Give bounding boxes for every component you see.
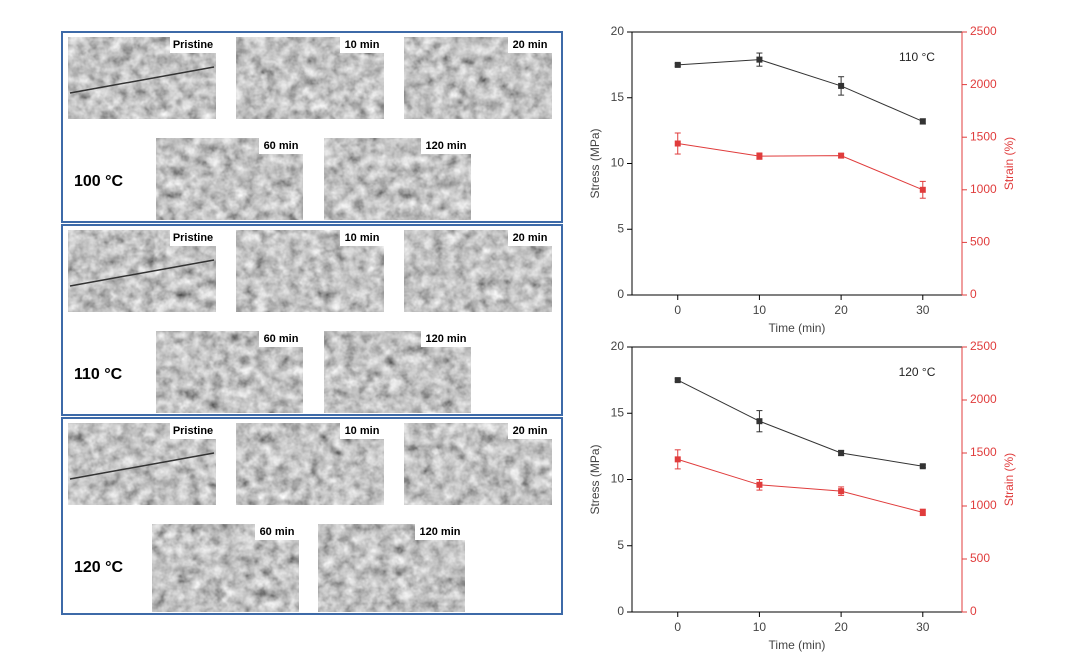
scratch-line bbox=[69, 452, 215, 480]
marker bbox=[838, 82, 845, 89]
panel-frame bbox=[61, 31, 563, 223]
marker bbox=[674, 140, 681, 147]
label-bg bbox=[421, 138, 471, 154]
y2-tick-label: 1500 bbox=[970, 129, 997, 143]
y2-tick-label: 1000 bbox=[970, 182, 997, 196]
marker bbox=[756, 481, 763, 488]
marker bbox=[674, 61, 681, 68]
marker bbox=[756, 418, 763, 425]
marker bbox=[919, 118, 926, 125]
label-bg bbox=[255, 524, 299, 540]
y2-axis-label: Strain (%) bbox=[1002, 453, 1016, 506]
image-label: Pristine bbox=[173, 425, 213, 437]
annotation: 110 °C bbox=[899, 50, 935, 64]
image-label: 120 min bbox=[426, 140, 467, 152]
y2-tick-label: 500 bbox=[970, 235, 990, 249]
image-label: 10 min bbox=[345, 232, 380, 244]
series-line bbox=[677, 143, 923, 191]
image-label: 120 min bbox=[420, 526, 461, 538]
temperature-label: 100 °C bbox=[74, 173, 124, 190]
marker bbox=[674, 456, 681, 463]
x-tick-label: 0 bbox=[674, 303, 681, 317]
y2-tick-label: 1500 bbox=[970, 445, 997, 459]
y2-tick-label: 0 bbox=[970, 604, 977, 618]
image-label: 10 min bbox=[345, 425, 380, 437]
y-tick-label: 20 bbox=[611, 24, 625, 38]
y-tick-label: 10 bbox=[611, 156, 625, 170]
label-bg bbox=[259, 138, 303, 154]
y-tick-label: 15 bbox=[611, 90, 625, 104]
y-tick-label: 0 bbox=[617, 604, 624, 618]
image-label: 60 min bbox=[264, 333, 299, 345]
y-axis-label: Stress (MPa) bbox=[588, 444, 602, 514]
label-bg bbox=[421, 331, 471, 347]
label-bg bbox=[170, 230, 216, 246]
panel-frame bbox=[61, 417, 563, 615]
temperature-label: 110 °C bbox=[74, 366, 123, 383]
panel-frame bbox=[61, 224, 563, 416]
x-tick-label: 30 bbox=[916, 303, 930, 317]
image-label: Pristine bbox=[173, 232, 213, 244]
marker bbox=[919, 463, 926, 470]
label-bg bbox=[508, 423, 552, 439]
scratch-line bbox=[69, 259, 215, 287]
label-bg bbox=[259, 331, 303, 347]
image-label: Pristine bbox=[173, 39, 213, 51]
marker bbox=[919, 186, 926, 193]
y2-tick-label: 0 bbox=[970, 287, 977, 301]
image-label: 60 min bbox=[264, 140, 299, 152]
scratch-line bbox=[69, 66, 215, 94]
label-bg bbox=[170, 37, 216, 53]
image-label: 20 min bbox=[513, 39, 548, 51]
y-tick-label: 20 bbox=[611, 339, 625, 353]
x-axis-label: Time (min) bbox=[769, 321, 826, 335]
temperature-label: 120 °C bbox=[74, 559, 124, 576]
y2-tick-label: 2500 bbox=[970, 339, 997, 353]
label-bg bbox=[508, 37, 552, 53]
x-tick-label: 0 bbox=[674, 620, 681, 634]
x-tick-label: 30 bbox=[916, 620, 930, 634]
image-label: 20 min bbox=[513, 425, 548, 437]
series-line bbox=[677, 379, 923, 467]
series-line bbox=[677, 458, 923, 513]
image-label: 10 min bbox=[345, 39, 380, 51]
y-tick-label: 5 bbox=[617, 221, 624, 235]
y2-tick-label: 500 bbox=[970, 551, 990, 565]
label-bg bbox=[508, 230, 552, 246]
marker bbox=[838, 152, 845, 159]
marker bbox=[674, 377, 681, 384]
x-axis-label: Time (min) bbox=[769, 638, 826, 652]
y-axis-label: Stress (MPa) bbox=[588, 128, 602, 198]
y2-tick-label: 1000 bbox=[970, 498, 997, 512]
label-bg bbox=[170, 423, 216, 439]
label-bg bbox=[340, 423, 384, 439]
y2-tick-label: 2000 bbox=[970, 392, 997, 406]
y2-tick-label: 2000 bbox=[970, 77, 997, 91]
label-bg bbox=[340, 37, 384, 53]
y-tick-label: 10 bbox=[611, 472, 625, 486]
x-tick-label: 20 bbox=[834, 620, 848, 634]
y2-tick-label: 2500 bbox=[970, 24, 997, 38]
marker bbox=[838, 488, 845, 495]
y2-axis-label: Strain (%) bbox=[1002, 137, 1016, 190]
y-tick-label: 15 bbox=[611, 405, 625, 419]
x-tick-label: 10 bbox=[753, 620, 767, 634]
marker bbox=[838, 450, 845, 456]
marker bbox=[756, 56, 763, 63]
x-tick-label: 10 bbox=[753, 303, 767, 317]
x-tick-label: 20 bbox=[834, 303, 848, 317]
image-label: 20 min bbox=[513, 232, 548, 244]
series-line bbox=[677, 59, 923, 122]
image-label: 60 min bbox=[260, 526, 295, 538]
y-tick-label: 5 bbox=[617, 538, 624, 552]
label-bg bbox=[340, 230, 384, 246]
image-label: 120 min bbox=[426, 333, 467, 345]
annotation: 120 °C bbox=[899, 365, 936, 379]
y-tick-label: 0 bbox=[617, 287, 624, 301]
marker bbox=[919, 509, 926, 516]
label-bg bbox=[415, 524, 465, 540]
marker bbox=[756, 153, 763, 160]
